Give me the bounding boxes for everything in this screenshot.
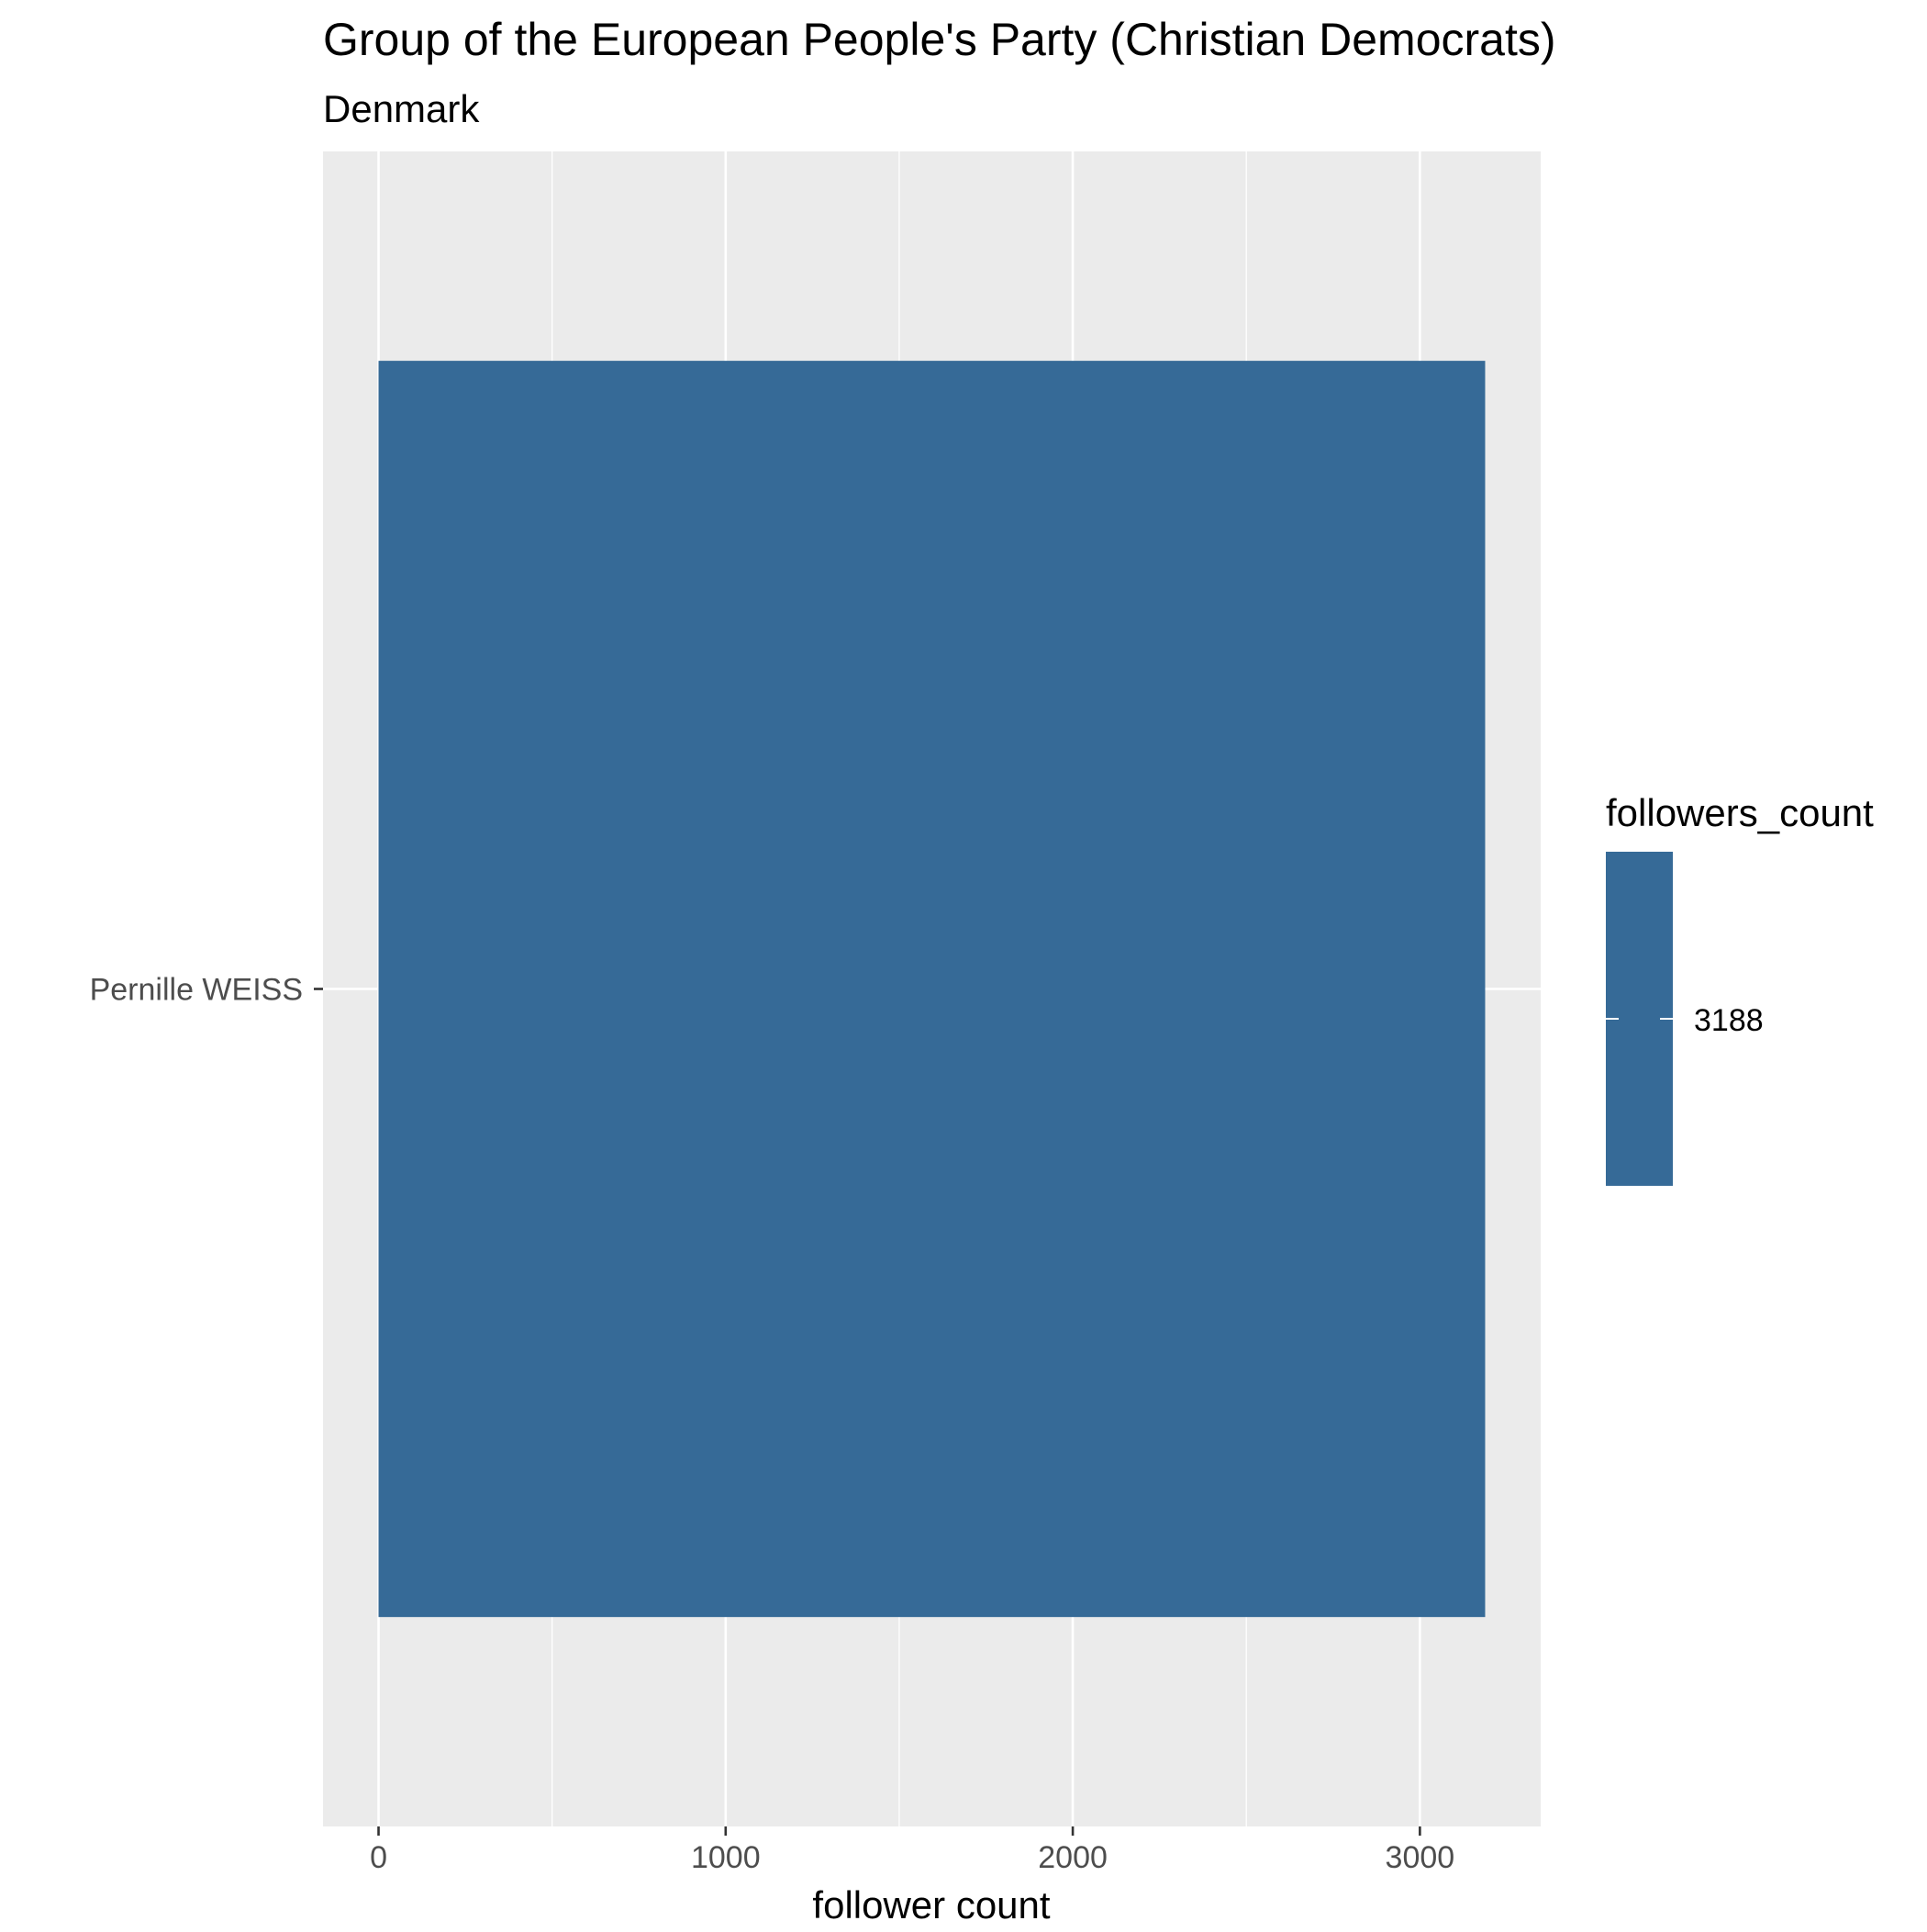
axes: Pernille WEISS 0 1000 2000 3000	[90, 973, 1455, 1876]
x-axis-label: follower count	[812, 1883, 1050, 1926]
x-tick-label: 1000	[691, 1840, 761, 1875]
legend: followers_count 3188	[1606, 791, 1874, 1186]
chart-subtitle: Denmark	[323, 87, 480, 130]
x-tick-label: 2000	[1038, 1840, 1108, 1875]
y-tick-label: Pernille WEISS	[90, 973, 303, 1008]
bar	[378, 361, 1486, 1617]
chart-title: Group of the European People's Party (Ch…	[323, 14, 1556, 65]
legend-value-label: 3188	[1694, 1003, 1764, 1038]
x-tick-label: 0	[370, 1840, 387, 1875]
bars	[378, 361, 1486, 1617]
x-tick-label: 3000	[1386, 1840, 1455, 1875]
legend-title: followers_count	[1606, 791, 1874, 834]
